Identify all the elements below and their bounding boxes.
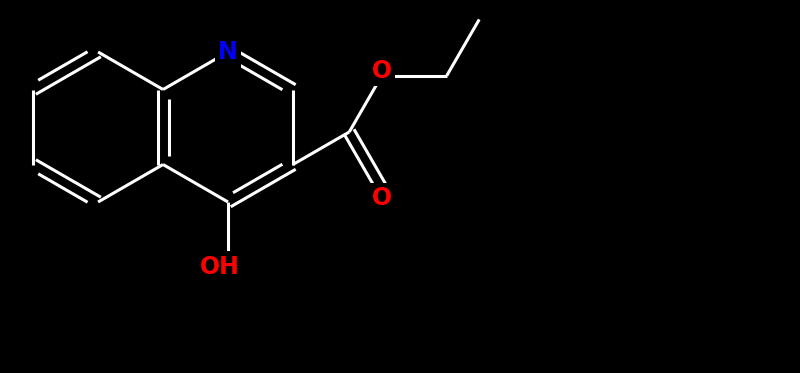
Text: O: O [372, 59, 392, 83]
Text: N: N [218, 40, 238, 64]
Text: O: O [372, 186, 392, 210]
Text: OH: OH [200, 255, 240, 279]
